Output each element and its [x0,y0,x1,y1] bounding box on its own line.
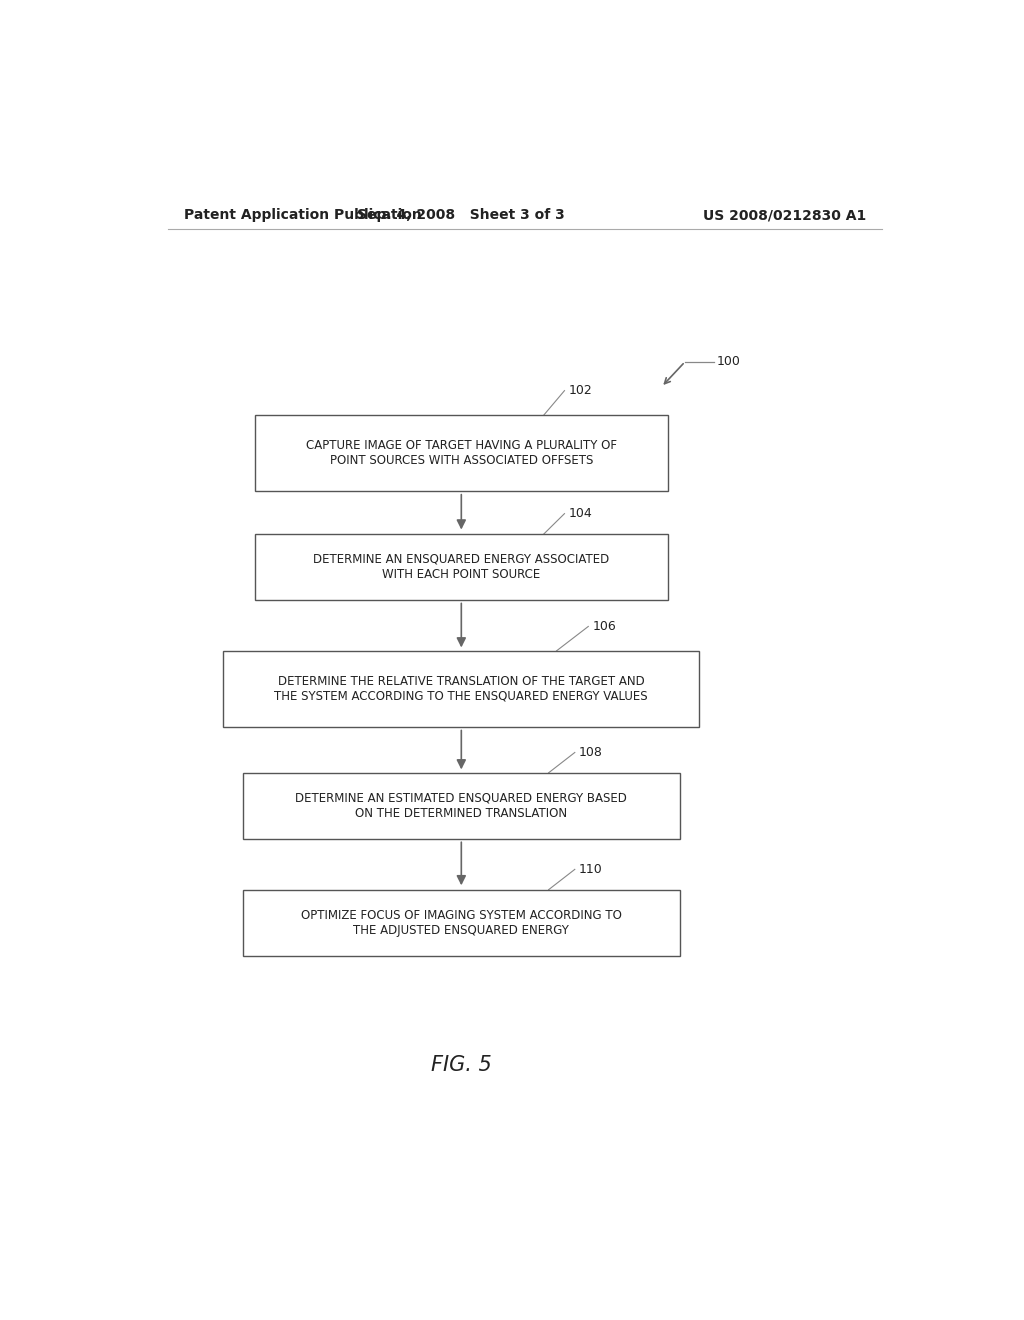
Text: 100: 100 [717,355,740,368]
Text: US 2008/0212830 A1: US 2008/0212830 A1 [702,209,866,222]
Text: 110: 110 [579,863,602,876]
FancyBboxPatch shape [255,535,668,601]
FancyBboxPatch shape [243,890,680,956]
Text: 106: 106 [592,620,616,634]
FancyBboxPatch shape [243,772,680,840]
Text: OPTIMIZE FOCUS OF IMAGING SYSTEM ACCORDING TO
THE ADJUSTED ENSQUARED ENERGY: OPTIMIZE FOCUS OF IMAGING SYSTEM ACCORDI… [301,908,622,937]
Text: 108: 108 [579,746,603,759]
Text: DETERMINE AN ESTIMATED ENSQUARED ENERGY BASED
ON THE DETERMINED TRANSLATION: DETERMINE AN ESTIMATED ENSQUARED ENERGY … [295,792,628,820]
Text: 104: 104 [568,507,592,520]
Text: DETERMINE THE RELATIVE TRANSLATION OF THE TARGET AND
THE SYSTEM ACCORDING TO THE: DETERMINE THE RELATIVE TRANSLATION OF TH… [274,675,648,704]
Text: Sep. 4, 2008   Sheet 3 of 3: Sep. 4, 2008 Sheet 3 of 3 [357,209,565,222]
Text: CAPTURE IMAGE OF TARGET HAVING A PLURALITY OF
POINT SOURCES WITH ASSOCIATED OFFS: CAPTURE IMAGE OF TARGET HAVING A PLURALI… [306,440,616,467]
FancyBboxPatch shape [223,651,699,727]
Text: DETERMINE AN ENSQUARED ENERGY ASSOCIATED
WITH EACH POINT SOURCE: DETERMINE AN ENSQUARED ENERGY ASSOCIATED… [313,553,609,581]
Text: 102: 102 [568,384,592,397]
Text: Patent Application Publication: Patent Application Publication [183,209,421,222]
FancyBboxPatch shape [255,414,668,491]
Text: FIG. 5: FIG. 5 [431,1055,492,1074]
